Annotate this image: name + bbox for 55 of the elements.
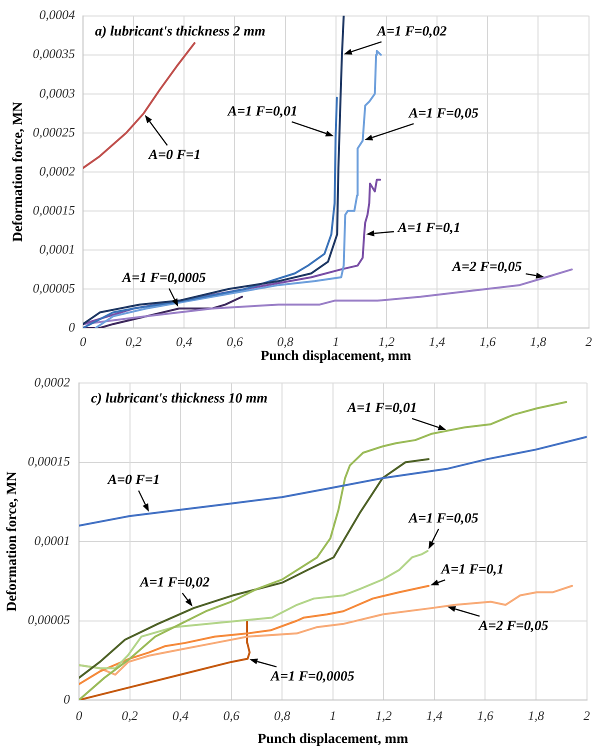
y-tick-label: 0,00005 — [28, 612, 70, 628]
series-label: A=1 F=0,0005 — [270, 669, 354, 684]
y-tick-label: 0,0001 — [34, 532, 70, 548]
series-label: A=1 F=0,01 — [346, 401, 417, 416]
text: A=1 F=0,1 — [396, 220, 461, 236]
x-axis-title: Punch displacement, mm — [260, 349, 412, 364]
x-tick-label: 0,4 — [176, 334, 193, 350]
y-tick-label: 0,00005 — [32, 280, 76, 296]
x-tick-label: 0,2 — [122, 708, 138, 724]
x-tick-label: 1,4 — [428, 334, 446, 350]
x-tick-label: 0,6 — [226, 334, 244, 350]
text: c) lubricant's thickness 10 mm — [91, 392, 268, 407]
x-tick-label: 2 — [584, 708, 590, 724]
x-tick-label: 1 — [332, 334, 340, 350]
x-tick-label: 0 — [80, 334, 87, 350]
x-tick-label: 0,6 — [223, 708, 240, 724]
series-label: A=1 F=0,02 — [138, 576, 210, 591]
series-label: A=2 F=0,05 — [451, 260, 522, 275]
text: a) lubricant's thickness 2 mm — [95, 24, 266, 40]
y-tick-label: 0,0001 — [39, 241, 75, 256]
y-tick-label: 0,00015 — [32, 202, 76, 218]
x-tick-label: 1,6 — [477, 708, 494, 724]
text: A=1 F=0,05 — [408, 106, 478, 122]
x-tick-label: 0,8 — [277, 334, 294, 350]
text: A=1 F=0,05 — [408, 512, 478, 527]
text: A=1 F=0,01 — [226, 104, 298, 120]
y-tick-label: 0,0002 — [39, 163, 76, 178]
x-tick-label: 0,4 — [172, 708, 190, 724]
y-tick-label: 0,0004 — [39, 7, 76, 22]
x-axis-title: Punch displacement, mm — [258, 732, 408, 748]
x-tick-label: 0,8 — [274, 708, 291, 724]
x-tick-label: 1,2 — [378, 334, 396, 350]
x-tick-label: 2 — [586, 334, 592, 350]
y-tick-label: 0,00035 — [32, 46, 76, 62]
x-tick-label: 1 — [330, 708, 336, 724]
x-tick-label: 1,4 — [426, 708, 444, 724]
x-tick-label: 1,8 — [530, 334, 547, 350]
series-label: A=1 F=0,1 — [440, 562, 504, 578]
y-tick-label: 0,0002 — [34, 374, 70, 390]
y-axis-title: Deformation force, MN — [11, 102, 26, 242]
series-label: A=1 F=0,0005 — [121, 271, 206, 286]
y-tick-label: 0,0003 — [39, 85, 76, 100]
series-label: A=0 F=1 — [148, 148, 201, 163]
y-tick-label: 0 — [64, 691, 70, 706]
x-tick-label: 1,8 — [528, 708, 545, 724]
y-tick-label: 0,00025 — [32, 124, 76, 140]
y-tick-label: 0,00015 — [28, 454, 70, 469]
series-label: A=0 F=1 — [106, 473, 160, 488]
y-axis-title: Deformation force, MN — [5, 471, 20, 612]
text: A=1 F=0,02 — [376, 24, 447, 40]
x-tick-label: 1,2 — [376, 708, 392, 724]
x-tick-label: 0,2 — [125, 334, 142, 350]
y-tick-label: 0 — [68, 319, 76, 334]
x-tick-label: 1,6 — [479, 334, 496, 350]
series-label: A=2 F=0,05 — [478, 618, 548, 634]
